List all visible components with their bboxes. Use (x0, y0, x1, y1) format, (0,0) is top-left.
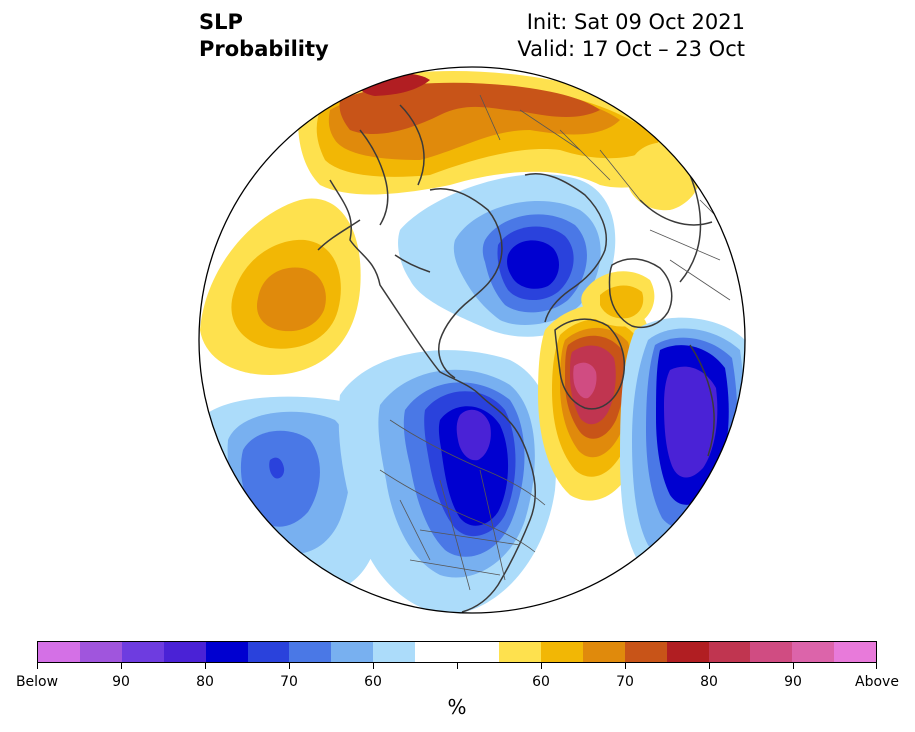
colorbar-swatch (498, 642, 541, 662)
colorbar-swatch (38, 642, 80, 662)
colorbar-swatch (582, 642, 625, 662)
colorbar-swatch (79, 642, 122, 662)
colorbar-tick-label: 70 (280, 674, 298, 690)
colorbar-swatch (834, 642, 877, 662)
colorbar-tick (205, 663, 206, 669)
probability-field (199, 67, 745, 613)
date-info: Init: Sat 09 Oct 2021 Valid: 17 Oct – 23… (517, 9, 745, 63)
colorbar-tick (121, 663, 122, 669)
colorbar-swatch (792, 642, 835, 662)
colorbar-tick-label: 80 (700, 674, 718, 690)
colorbar-tick (541, 663, 542, 669)
colorbar-tick (289, 663, 290, 669)
colorbar-swatch (415, 642, 458, 662)
colorbar-tick (457, 663, 458, 669)
colorbar-tick-label: 60 (364, 674, 382, 690)
colorbar-swatch (163, 642, 206, 662)
colorbar-swatch (666, 642, 709, 662)
colorbar-swatch (750, 642, 793, 662)
colorbar-swatch (289, 642, 332, 662)
colorbar-tick-label: 90 (784, 674, 802, 690)
colorbar-unit: % (447, 695, 467, 719)
colorbar-tick (373, 663, 374, 669)
colorbar-swatch (121, 642, 164, 662)
valid-range: Valid: 17 Oct – 23 Oct (517, 37, 745, 61)
colorbar-swatch (540, 642, 583, 662)
colorbar-tick-label: Above (855, 674, 899, 690)
region-western-europe-below (620, 317, 745, 579)
colorbar-tick (876, 663, 877, 669)
region-north-pacific-above (200, 198, 361, 375)
colorbar-tick-label: 70 (616, 674, 634, 690)
region-south-asia-above (298, 71, 690, 195)
colorbar-tick-label: 80 (196, 674, 214, 690)
colorbar-swatch (708, 642, 751, 662)
colorbar-swatch (247, 642, 290, 662)
colorbar-tick (37, 663, 38, 669)
colorbar-swatch (457, 642, 499, 662)
colorbar-tick (793, 663, 794, 669)
colorbar-tick-label: 60 (532, 674, 550, 690)
colorbar-swatch (624, 642, 667, 662)
colorbar-swatch (373, 642, 416, 662)
map-boundary (198, 66, 746, 614)
colorbar-tick (625, 663, 626, 669)
variable-label: SLP (199, 10, 243, 34)
colorbar-swatch (331, 642, 374, 662)
colorbar-swatch (205, 642, 248, 662)
colorbar (37, 641, 877, 663)
init-date: Init: Sat 09 Oct 2021 (526, 10, 745, 34)
colorbar-tick-label: Below (15, 674, 59, 690)
colorbar-tick-label: 90 (112, 674, 130, 690)
polar-map (198, 66, 746, 614)
product-label: Probability (199, 37, 329, 61)
region-western-north-atlantic-below (338, 350, 557, 613)
map-title: SLP Probability (199, 9, 329, 63)
colorbar-tick (709, 663, 710, 669)
